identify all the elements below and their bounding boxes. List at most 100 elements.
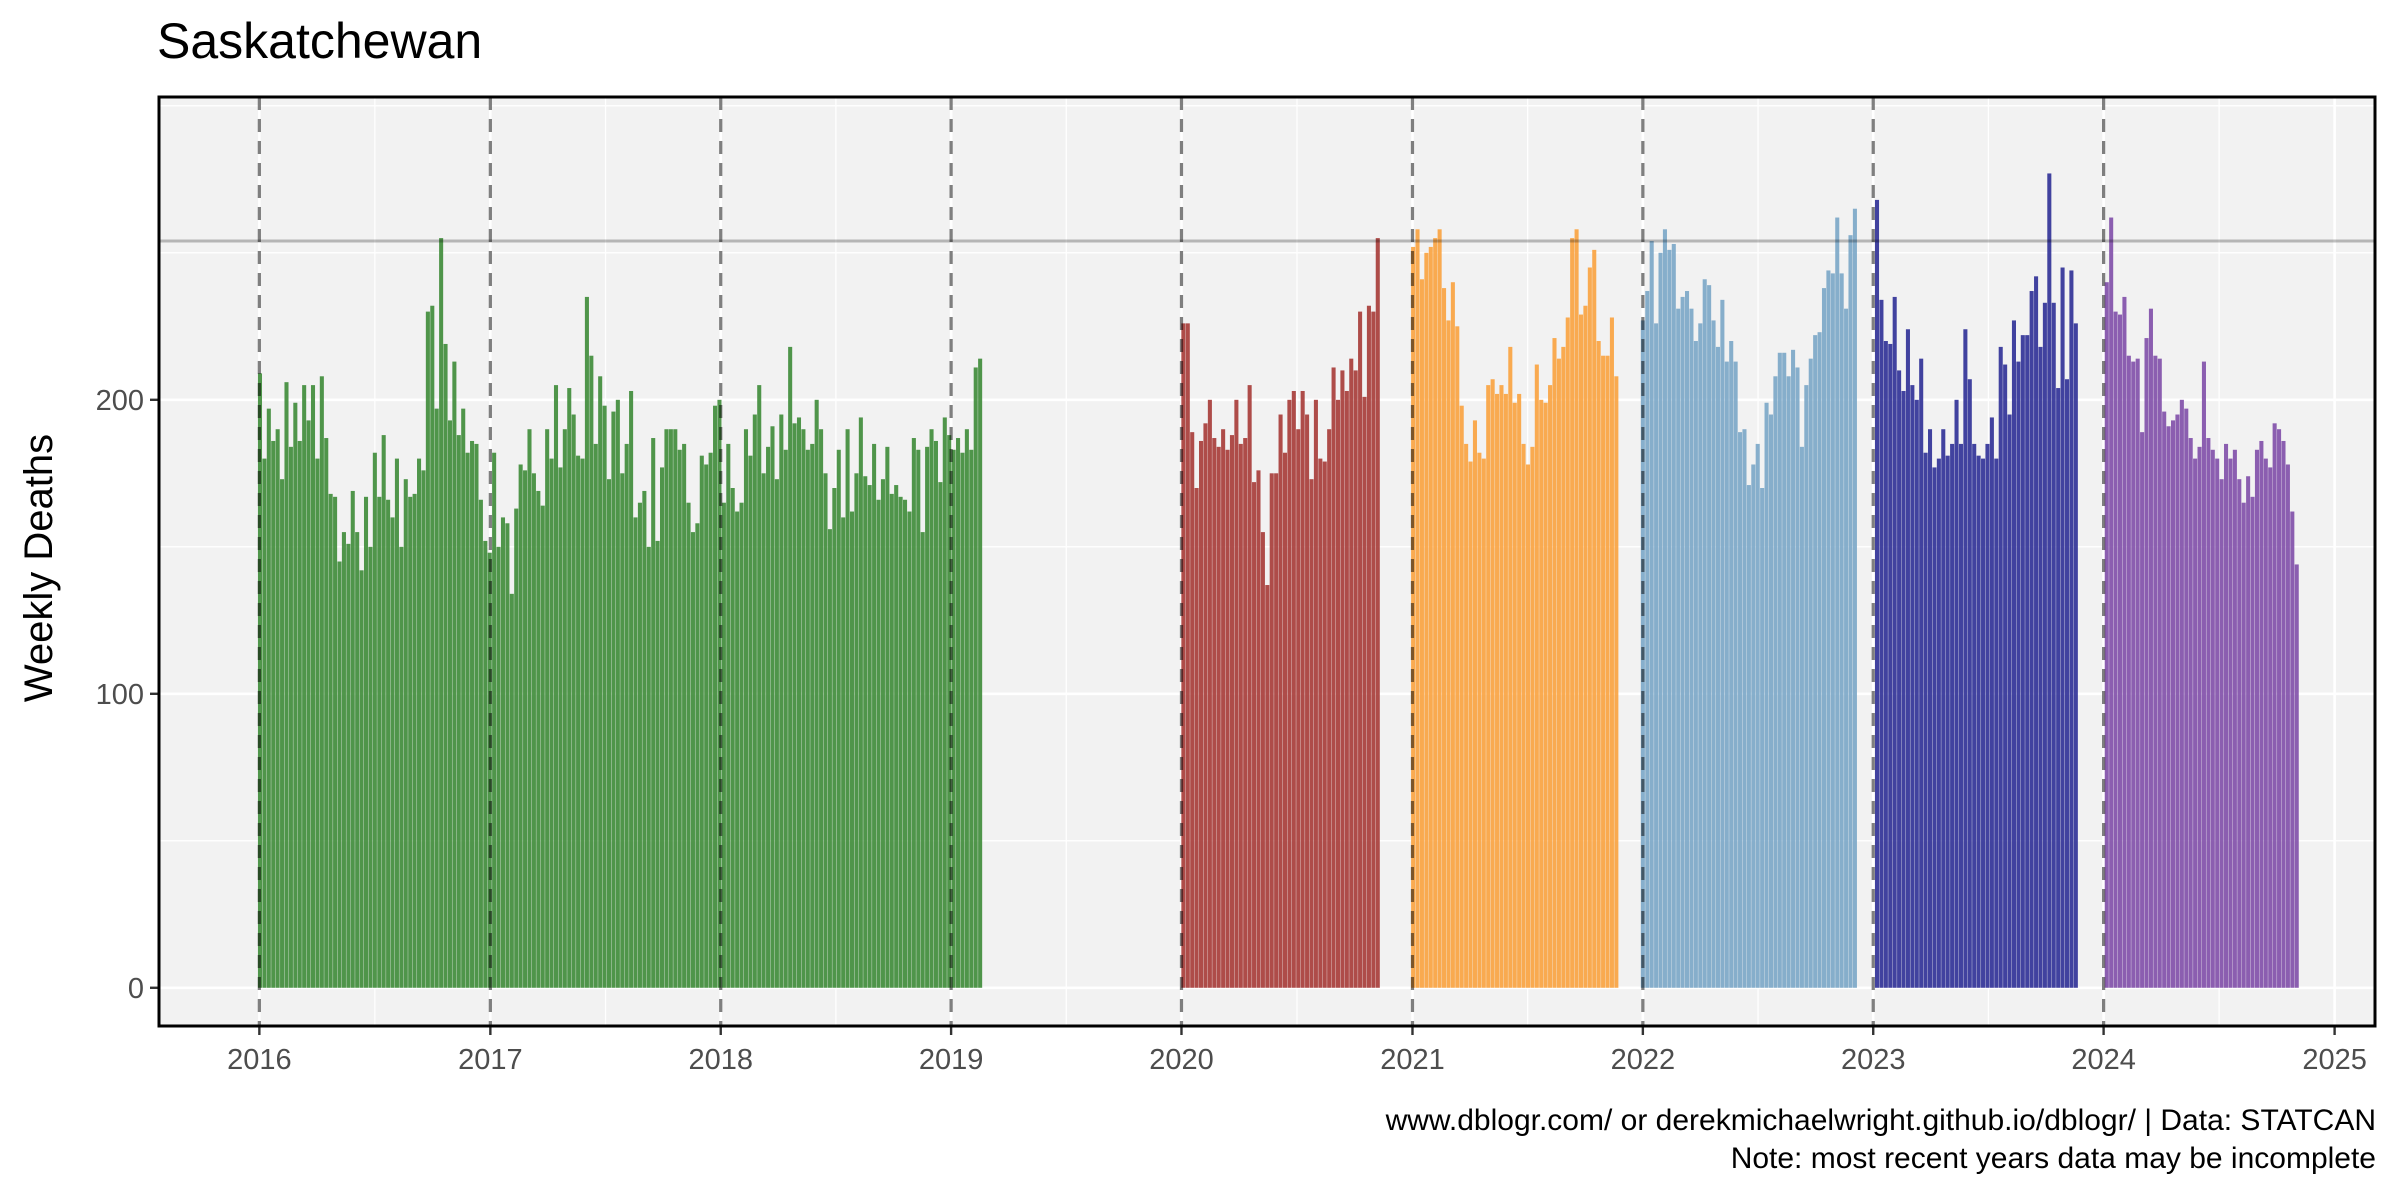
bar — [1879, 299, 1884, 988]
bar — [1548, 385, 1553, 988]
bar — [1578, 314, 1584, 988]
bar — [929, 429, 934, 988]
bar — [1680, 296, 1685, 988]
x-tick-label: 2017 — [458, 1044, 523, 1076]
bar — [2250, 496, 2255, 988]
bar — [1583, 305, 1588, 988]
bar — [1720, 299, 1725, 988]
bar — [796, 417, 802, 988]
bar — [1229, 435, 1234, 988]
bar — [1994, 458, 1999, 988]
bar — [390, 517, 395, 988]
bar — [752, 414, 757, 988]
bar — [2184, 408, 2189, 988]
bar — [2175, 414, 2180, 988]
bar — [293, 402, 298, 988]
bar — [399, 546, 404, 988]
bar — [417, 458, 422, 988]
bar — [2215, 458, 2220, 988]
bar — [2122, 296, 2127, 988]
bar — [2290, 511, 2295, 988]
bar — [1614, 376, 1619, 988]
bar — [1353, 370, 1358, 988]
bar — [359, 570, 364, 988]
bar — [2259, 440, 2264, 988]
bar — [1972, 443, 1977, 988]
bar — [1362, 396, 1367, 988]
bar — [2228, 458, 2233, 988]
bar — [1375, 238, 1380, 988]
bar — [743, 429, 749, 988]
bar — [1419, 279, 1424, 988]
bar — [1247, 385, 1252, 988]
bar — [827, 529, 832, 988]
bar — [1428, 246, 1433, 988]
bar — [704, 464, 709, 988]
bar — [651, 438, 656, 988]
bar — [1777, 352, 1782, 988]
bar — [2016, 361, 2021, 988]
bar — [540, 505, 545, 988]
bar — [1795, 367, 1800, 988]
bar — [1446, 320, 1451, 988]
bar — [960, 452, 965, 988]
bar — [1874, 199, 1880, 988]
bars — [257, 173, 2299, 988]
bar — [1300, 390, 1305, 988]
bar — [1724, 361, 1729, 988]
bar — [903, 499, 908, 988]
bar — [1318, 458, 1323, 988]
bar — [2232, 449, 2237, 988]
bar — [2117, 314, 2123, 988]
bar — [1287, 399, 1292, 988]
bar — [1437, 229, 1442, 988]
bar — [545, 429, 550, 988]
bar — [337, 561, 342, 988]
bar — [2179, 399, 2184, 988]
bar — [1472, 420, 1477, 988]
bar — [885, 446, 890, 988]
y-axis-label: Weekly Deaths — [17, 434, 61, 702]
bar — [1698, 323, 1703, 988]
bar — [1844, 308, 1849, 988]
bar — [576, 455, 581, 988]
bar — [430, 305, 435, 988]
bar — [933, 440, 938, 988]
bar — [1963, 329, 1968, 988]
bar — [2246, 476, 2251, 988]
bar — [386, 499, 391, 988]
bar — [863, 476, 868, 988]
bar — [907, 511, 912, 988]
bar — [1729, 341, 1734, 988]
bar — [633, 517, 638, 988]
bar — [1804, 385, 1809, 988]
bar — [1689, 308, 1694, 988]
bar — [527, 429, 532, 988]
bar — [695, 523, 700, 988]
x-tick-label: 2020 — [1149, 1044, 1214, 1076]
bar — [779, 414, 784, 988]
bar — [841, 517, 846, 988]
bar — [951, 449, 956, 988]
bar — [739, 502, 744, 988]
bar — [1238, 443, 1243, 988]
bar — [2277, 429, 2282, 988]
bar — [1985, 443, 1990, 988]
bar — [620, 473, 625, 988]
bar — [447, 420, 452, 988]
bar — [1883, 341, 1888, 988]
bar — [1459, 405, 1464, 988]
bar — [306, 420, 311, 988]
bar — [1216, 446, 1221, 988]
year-divider-lines — [257, 97, 2106, 1026]
bar — [766, 446, 771, 988]
x-tick-label: 2022 — [1611, 1044, 1676, 1076]
bar — [2281, 440, 2286, 988]
y-tick-label: 0 — [128, 973, 144, 1005]
bar — [496, 546, 501, 988]
bar — [1327, 429, 1332, 988]
bar — [1477, 452, 1482, 988]
bar — [872, 443, 877, 988]
bar — [1764, 402, 1769, 988]
bar — [1892, 296, 1897, 988]
